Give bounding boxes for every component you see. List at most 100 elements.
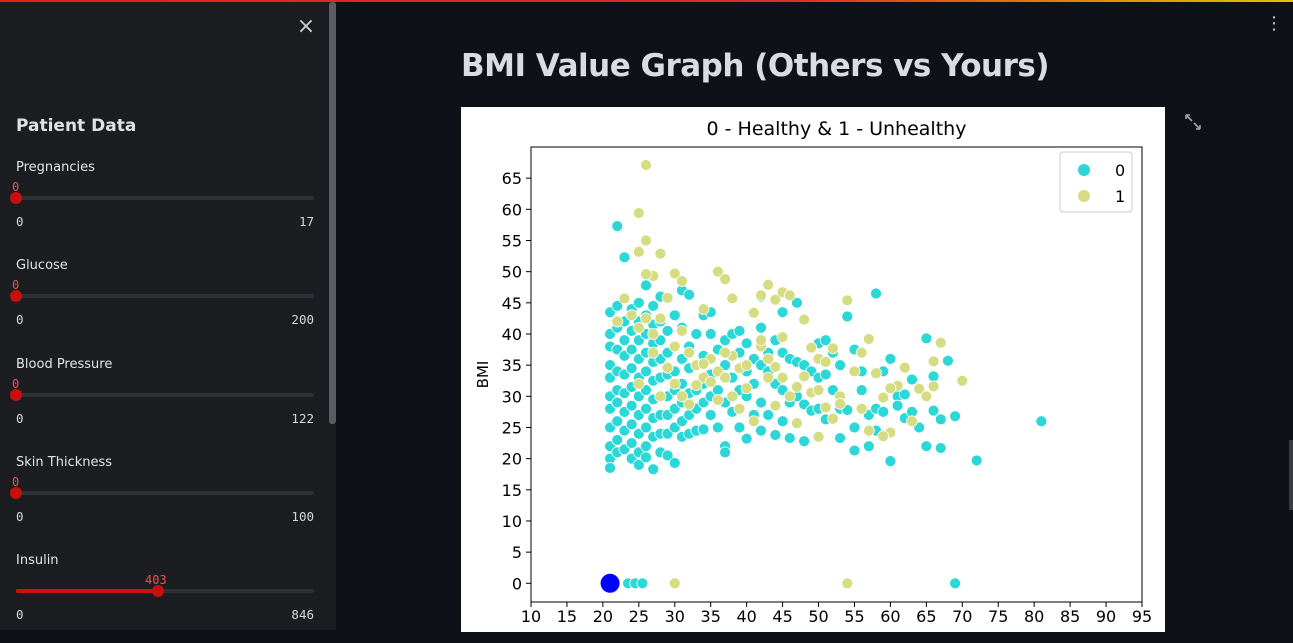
data-point-1 bbox=[862, 424, 875, 437]
y-tick-label: 55 bbox=[502, 231, 522, 250]
y-tick-label: 40 bbox=[502, 325, 522, 344]
data-point-0 bbox=[640, 402, 652, 415]
data-point-0 bbox=[733, 324, 746, 337]
data-point-0 bbox=[625, 343, 638, 356]
data-point-1 bbox=[740, 382, 753, 395]
data-point-1 bbox=[805, 341, 818, 354]
data-point-0 bbox=[755, 424, 767, 437]
data-point-0 bbox=[927, 370, 940, 383]
close-icon: × bbox=[296, 14, 316, 39]
data-point-0 bbox=[834, 432, 846, 444]
data-point-0 bbox=[636, 577, 649, 590]
slider-track[interactable] bbox=[16, 393, 314, 397]
data-point-0 bbox=[755, 396, 767, 409]
slider-min: 0 bbox=[16, 509, 24, 524]
slider-track[interactable] bbox=[16, 491, 314, 495]
data-point-0 bbox=[632, 458, 645, 471]
slider-insulin: Insulin 403 0 846 bbox=[16, 553, 314, 643]
data-point-1 bbox=[719, 346, 731, 359]
data-point-0 bbox=[719, 446, 731, 459]
fullscreen-icon bbox=[1185, 114, 1201, 130]
data-point-0 bbox=[934, 442, 947, 454]
slider-thumb[interactable] bbox=[10, 487, 22, 499]
data-point-1 bbox=[762, 278, 775, 291]
data-point-1 bbox=[769, 361, 782, 373]
data-point-0 bbox=[704, 409, 717, 421]
data-point-1 bbox=[668, 267, 681, 280]
data-point-1 bbox=[776, 331, 789, 344]
slider-fill bbox=[16, 589, 158, 593]
scatter-chart: 0 - Healthy & 1 - UnhealthyBMI0510152025… bbox=[474, 118, 1152, 626]
data-point-0 bbox=[891, 399, 904, 412]
y-tick-label: 50 bbox=[502, 263, 522, 282]
slider-track[interactable] bbox=[16, 196, 314, 200]
data-point-0 bbox=[920, 332, 933, 345]
data-point-1 bbox=[762, 353, 775, 365]
data-point-1 bbox=[668, 377, 681, 390]
data-point-1 bbox=[812, 384, 825, 396]
data-point-0 bbox=[668, 457, 681, 469]
data-point-0 bbox=[884, 455, 897, 468]
data-point-0 bbox=[870, 287, 882, 300]
slider-label: Skin Thickness bbox=[16, 455, 113, 470]
data-point-0 bbox=[762, 409, 775, 421]
data-point-0 bbox=[618, 251, 631, 264]
slider-thumb[interactable] bbox=[10, 290, 22, 302]
data-point-1 bbox=[719, 371, 731, 384]
data-point-1 bbox=[755, 334, 767, 347]
x-tick-label: 85 bbox=[1060, 607, 1080, 626]
data-point-1 bbox=[676, 324, 688, 337]
slider-value: 0 bbox=[12, 377, 20, 391]
sidebar-scrollbar[interactable] bbox=[329, 2, 336, 424]
data-point-0 bbox=[920, 440, 933, 453]
data-point-0 bbox=[1035, 415, 1048, 428]
data-point-0 bbox=[625, 418, 638, 431]
slider-label: Glucose bbox=[16, 258, 68, 273]
data-point-1 bbox=[625, 309, 638, 322]
y-tick-label: 65 bbox=[502, 169, 522, 188]
data-point-0 bbox=[640, 451, 652, 464]
page-title: BMI Value Graph (Others vs Yours) bbox=[461, 48, 1050, 84]
slider-max: 846 bbox=[291, 607, 314, 622]
slider-thumb[interactable] bbox=[10, 192, 22, 204]
fullscreen-button[interactable] bbox=[1181, 110, 1205, 134]
data-point-1 bbox=[647, 328, 660, 340]
kebab-menu-icon: ⋮ bbox=[1265, 13, 1283, 34]
slider-blood-pressure: Blood Pressure 0 0 122 bbox=[10, 357, 314, 447]
data-point-1 bbox=[913, 382, 926, 395]
slider-label: Insulin bbox=[16, 553, 59, 568]
data-point-0 bbox=[611, 300, 624, 312]
data-point-1 bbox=[640, 159, 652, 171]
data-point-1 bbox=[906, 415, 918, 428]
data-point-0 bbox=[683, 288, 696, 301]
data-point-1 bbox=[934, 336, 947, 349]
legend-label: 1 bbox=[1115, 187, 1125, 206]
data-point-1 bbox=[632, 245, 645, 258]
main-menu-button[interactable]: ⋮ bbox=[1264, 12, 1284, 36]
page-scrollbar[interactable] bbox=[1289, 440, 1293, 510]
slider-thumb[interactable] bbox=[10, 389, 22, 401]
data-point-1 bbox=[791, 417, 803, 430]
data-point-0 bbox=[970, 454, 983, 467]
data-point-1 bbox=[798, 370, 811, 383]
slider-track[interactable] bbox=[16, 294, 314, 298]
x-tick-label: 55 bbox=[844, 607, 864, 626]
data-point-1 bbox=[711, 394, 724, 406]
data-point-0 bbox=[668, 309, 681, 322]
data-point-1 bbox=[640, 312, 652, 325]
x-tick-label: 80 bbox=[1024, 607, 1044, 626]
legend-label: 0 bbox=[1115, 161, 1125, 180]
close-sidebar-button[interactable]: × bbox=[296, 14, 316, 39]
data-point-1 bbox=[755, 289, 767, 302]
chart-title: 0 - Healthy & 1 - Unhealthy bbox=[707, 118, 967, 140]
data-point-0 bbox=[791, 296, 803, 309]
slider-thumb[interactable] bbox=[152, 585, 164, 597]
slider-track[interactable] bbox=[16, 589, 314, 593]
data-point-0 bbox=[877, 405, 890, 418]
x-tick-label: 20 bbox=[593, 607, 613, 626]
data-point-0 bbox=[819, 368, 832, 381]
x-tick-label: 40 bbox=[736, 607, 756, 626]
y-tick-label: 25 bbox=[502, 418, 522, 437]
slider-skin-thickness: Skin Thickness 0 0 100 bbox=[10, 455, 314, 545]
data-point-1 bbox=[668, 577, 681, 590]
